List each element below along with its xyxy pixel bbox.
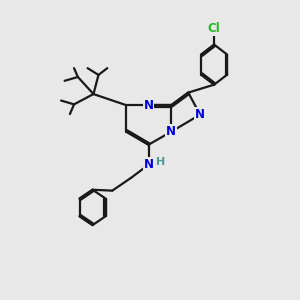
Text: N: N xyxy=(143,99,154,112)
Text: N: N xyxy=(143,158,154,171)
Text: N: N xyxy=(166,125,176,138)
Text: N: N xyxy=(195,108,205,121)
Text: H: H xyxy=(156,157,166,167)
Text: Cl: Cl xyxy=(208,22,220,35)
